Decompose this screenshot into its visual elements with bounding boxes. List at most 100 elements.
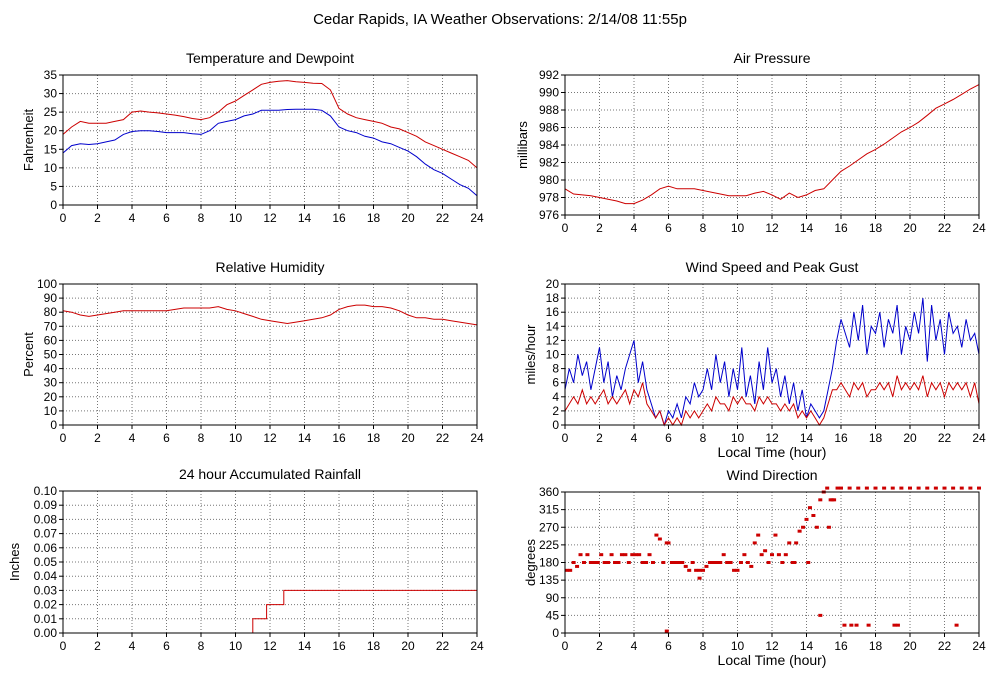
rain-ytick-label: 0.04 — [34, 569, 58, 583]
winddir-point — [839, 486, 843, 490]
winddir-title: Wind Direction — [726, 467, 817, 483]
winddir-ytick-label: 225 — [539, 538, 559, 552]
rain-ytick-label: 0.01 — [34, 612, 58, 626]
pressure-ytick-label: 982 — [539, 156, 559, 170]
wind-xtick-label: 22 — [938, 431, 952, 445]
humidity-xtick-label: 12 — [263, 431, 277, 445]
temp-ytick-label: 35 — [44, 68, 58, 82]
winddir-point — [707, 561, 712, 564]
winddir-point — [763, 549, 768, 553]
temp-xtick-label: 14 — [298, 211, 312, 225]
humidity-ytick-label: 90 — [44, 291, 58, 305]
wind-xtick-label: 12 — [765, 431, 779, 445]
winddir-point — [882, 486, 887, 490]
rain-ytick-label: 0.08 — [34, 512, 58, 526]
pressure-ytick-label: 986 — [539, 121, 559, 135]
winddir-point — [959, 486, 964, 490]
winddir-point — [892, 623, 897, 627]
humidity-ytick-label: 0 — [50, 418, 57, 432]
pressure-xtick-label: 20 — [903, 221, 917, 235]
wind-ytick-label: 12 — [546, 333, 560, 347]
winddir-point — [680, 561, 685, 564]
winddir-point — [626, 561, 631, 564]
wind-ytick-label: 14 — [546, 319, 560, 333]
temp-ytick-label: 25 — [44, 105, 58, 119]
winddir-point — [669, 561, 674, 564]
rain-xtick-label: 14 — [298, 639, 312, 653]
rain-xtick-label: 24 — [470, 639, 484, 653]
wind-xtick-label: 2 — [596, 431, 603, 445]
winddir-point — [704, 564, 709, 568]
winddir-point — [647, 553, 652, 557]
pressure-xtick-label: 22 — [938, 221, 952, 235]
temp-ytick-label: 30 — [44, 87, 58, 101]
wind-series-blue — [564, 298, 980, 427]
pressure-ytick-label: 978 — [539, 191, 559, 205]
humidity-ytick-label: 80 — [44, 305, 58, 319]
temp-title: Temperature and Dewpoint — [186, 50, 354, 66]
humidity-xtick-label: 0 — [60, 431, 67, 445]
winddir-point — [908, 486, 912, 490]
winddir-ytick-label: 360 — [539, 485, 559, 499]
winddir-xtick-label: 6 — [665, 639, 672, 653]
humidity-xtick-label: 8 — [198, 431, 205, 445]
temp-xtick-label: 2 — [94, 211, 101, 225]
humidity-ytick-label: 40 — [44, 362, 58, 376]
temp-ytick-label: 20 — [44, 124, 58, 138]
winddir-point — [864, 486, 869, 490]
winddir-point — [806, 561, 811, 564]
winddir-point — [951, 486, 956, 490]
winddir-point — [825, 486, 830, 490]
temp-xtick-label: 24 — [470, 211, 484, 225]
wind-xtick-label: 4 — [631, 431, 638, 445]
winddir-point — [666, 541, 671, 545]
temp-xtick-label: 16 — [332, 211, 346, 225]
winddir-point — [895, 623, 900, 627]
winddir-point — [954, 623, 959, 627]
wind-xlabel: Local Time (hour) — [718, 444, 827, 460]
winddir-point — [714, 561, 719, 564]
rain-ytick-label: 0.02 — [34, 598, 58, 612]
winddir-point — [571, 561, 576, 564]
winddir-point — [592, 561, 597, 564]
pressure-ytick-label: 990 — [539, 86, 559, 100]
temp-xtick-label: 18 — [367, 211, 381, 225]
winddir-point — [811, 514, 816, 517]
humidity-xtick-label: 18 — [367, 431, 381, 445]
winddir-xtick-label: 22 — [938, 639, 952, 653]
winddir-point — [792, 561, 797, 564]
rain-xtick-label: 18 — [367, 639, 381, 653]
winddir-point — [749, 564, 754, 568]
pressure-xtick-label: 0 — [562, 221, 569, 235]
winddir-point — [933, 486, 938, 490]
winddir-point — [588, 561, 593, 564]
wind-ytick-label: 16 — [546, 305, 560, 319]
winddir-point — [664, 629, 669, 633]
wind-series-red — [564, 375, 980, 427]
wind-xtick-label: 20 — [903, 431, 917, 445]
humidity-xtick-label: 4 — [129, 431, 136, 445]
wind-xtick-label: 18 — [869, 431, 883, 445]
temp-xtick-label: 22 — [436, 211, 450, 225]
winddir-xtick-label: 2 — [596, 639, 603, 653]
winddir-point — [847, 486, 852, 490]
winddir-ytick-label: 270 — [539, 520, 559, 534]
temp-xtick-label: 6 — [163, 211, 170, 225]
wind-xtick-label: 10 — [731, 431, 745, 445]
rain-ytick-label: 0.03 — [34, 583, 58, 597]
humidity-ytick-label: 70 — [44, 319, 58, 333]
winddir-point — [650, 561, 655, 564]
winddir-point — [842, 623, 847, 627]
winddir-point — [725, 561, 730, 564]
temp-xtick-label: 4 — [129, 211, 136, 225]
wind-xtick-label: 16 — [834, 431, 848, 445]
winddir-point — [575, 564, 580, 568]
winddir-point — [830, 498, 835, 502]
winddir-point — [977, 486, 981, 490]
winddir-point — [640, 561, 645, 564]
winddir-point — [770, 553, 774, 557]
winddir-xtick-label: 14 — [800, 639, 814, 653]
